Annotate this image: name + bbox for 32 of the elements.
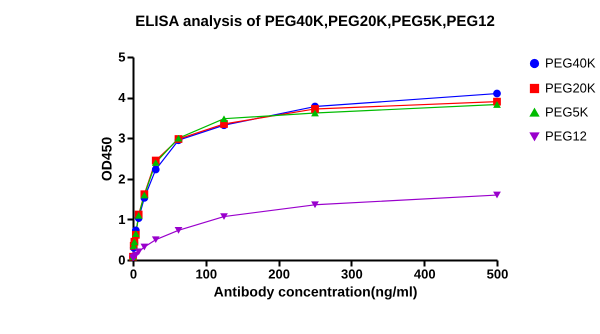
point [152, 166, 160, 174]
point [220, 213, 228, 220]
point [174, 227, 182, 234]
point [220, 115, 228, 122]
y-tick-label: 1 [118, 212, 126, 227]
point [493, 192, 501, 198]
point [152, 236, 160, 244]
point [134, 248, 143, 256]
point [493, 101, 501, 108]
x-tick-label: 500 [486, 266, 508, 282]
x-tick-label: 300 [341, 266, 363, 282]
point [140, 244, 148, 250]
point [152, 159, 160, 166]
x-axis-title: Antibody concentration(ng/ml) [214, 284, 418, 300]
point [311, 110, 319, 116]
y-tick-label: 5 [118, 50, 126, 64]
y-tick-label: 0 [118, 252, 126, 268]
y-tick-label: 2 [118, 171, 126, 186]
x-tick-label: 200 [268, 266, 290, 282]
point [493, 90, 501, 98]
legend-label: PEG12 [545, 128, 587, 144]
y-tick-label: 3 [118, 130, 126, 146]
y-tick-label: 4 [118, 90, 126, 106]
point [311, 201, 319, 208]
legend-label: PEG5K [545, 104, 589, 120]
chart-title: ELISA analysis of PEG40K,PEG20K,PEG5K,PEG12 [135, 13, 495, 30]
y-axis-title: OD450 [98, 136, 114, 182]
legend-label: PEG40K [545, 56, 596, 70]
x-tick-label: 0 [130, 266, 138, 282]
x-tick-label: 400 [414, 266, 436, 282]
x-tick-label: 100 [195, 266, 218, 282]
legend-label: PEG20K [545, 80, 596, 96]
